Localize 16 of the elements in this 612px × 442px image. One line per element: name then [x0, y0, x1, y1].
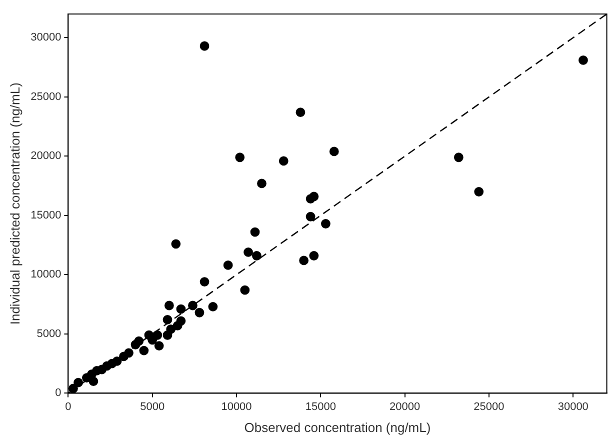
y-tick-label: 20000 [30, 150, 62, 162]
y-tick-label: 10000 [30, 268, 62, 281]
y-tick-label: 30000 [30, 32, 62, 44]
y-tick-label: 25000 [30, 90, 62, 103]
x-tick-label: 20000 [390, 400, 420, 413]
x-tick-label: 30000 [558, 400, 588, 413]
x-tick-label: 25000 [474, 400, 504, 413]
y-tick-label: 5000 [36, 328, 62, 340]
x-axis-title: Observed concentration (ng/mL) [244, 420, 431, 435]
x-tick-label: 15000 [305, 400, 336, 413]
y-axis-title: Individual predicted concentration (ng/mL) [7, 82, 22, 325]
y-tick-label: 0 [55, 387, 62, 400]
y-tick-label: 15000 [30, 209, 62, 222]
x-tick-label: 5000 [140, 400, 165, 413]
x-tick-label: 10000 [221, 400, 252, 413]
x-tick-label: 0 [65, 400, 72, 413]
